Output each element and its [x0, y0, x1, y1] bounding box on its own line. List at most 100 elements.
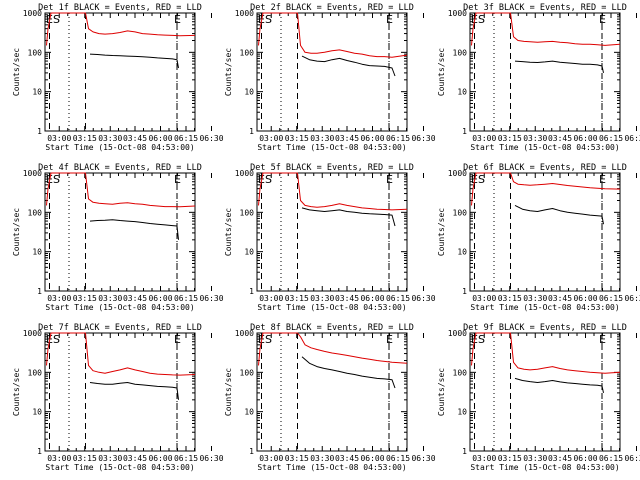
x-tick-label: 06:00 [360, 454, 384, 463]
x-tick-label: 03:30 [310, 454, 334, 463]
x-axis-label: Start Time (15-Oct-08 04:53:00) [45, 463, 194, 472]
y-axis-label: Counts/sec [224, 48, 233, 96]
y-axis-label: Counts/sec [12, 48, 21, 96]
x-tick-label: 03:30 [98, 454, 122, 463]
marker-e-label: E [599, 333, 606, 346]
y-tick-label: 10 [32, 408, 42, 417]
x-tick-label: 06:30 [411, 134, 435, 143]
x-tick-label: 03:45 [123, 294, 147, 303]
y-tick-label: 1000 [235, 169, 254, 178]
chart-panel-3: Det 3f BLACK = Events, RED = LLD 1 10 100 10… [437, 3, 640, 152]
y-tick-label: 1 [462, 287, 467, 296]
y-axis-label: Counts/sec [12, 208, 21, 256]
x-axis-label: Start Time (15-Oct-08 04:53:00) [470, 463, 619, 472]
x-tick-label: 03:45 [123, 454, 147, 463]
x-tick-label: 06:15 [174, 454, 198, 463]
y-axis-label: Counts/sec [437, 48, 446, 96]
y-tick-label: 10 [457, 248, 467, 257]
y-tick-label: 100 [240, 48, 255, 57]
events-series-line [89, 53, 179, 69]
y-tick-label: 1 [249, 447, 254, 456]
events-series-line [89, 219, 179, 240]
x-tick-label: 03:15 [498, 134, 522, 143]
x-tick-label: 06:00 [148, 294, 172, 303]
chart-title: Det 3f BLACK = Events, RED = LLD [463, 3, 627, 13]
x-tick-label: 06:00 [148, 134, 172, 143]
chart-title: Det 2f BLACK = Events, RED = LLD [250, 3, 414, 13]
y-tick-label: 1 [37, 447, 42, 456]
x-tick-label: 06:30 [199, 294, 223, 303]
marker-es-label: ES [258, 333, 272, 346]
lld-series-line [471, 12, 621, 46]
marker-e-label: E [174, 173, 181, 186]
y-tick-label: 100 [240, 208, 255, 217]
x-tick-label: 03:30 [310, 294, 334, 303]
chart-panel-5: Det 5f BLACK = Events, RED = LLD 1 10 100 10… [224, 163, 436, 312]
events-series-line [514, 60, 604, 74]
y-axis-label: Counts/sec [437, 208, 446, 256]
y-tick-label: 1000 [235, 329, 254, 338]
lld-series-line [471, 332, 621, 374]
y-tick-label: 1000 [23, 329, 42, 338]
x-tick-label: 06:00 [360, 134, 384, 143]
lld-series-line [46, 12, 196, 46]
x-tick-label: 03:30 [98, 294, 122, 303]
y-tick-label: 1000 [235, 9, 254, 18]
x-tick-label: 06:15 [599, 134, 623, 143]
x-tick-label: 03:00 [259, 294, 283, 303]
chart-panel-2: Det 2f BLACK = Events, RED = LLD 1 10 100 10… [224, 3, 436, 152]
chart-title: Det 7f BLACK = Events, RED = LLD [38, 323, 202, 333]
x-tick-label: 06:30 [199, 454, 223, 463]
marker-e-label: E [599, 173, 606, 186]
marker-e-label: E [174, 333, 181, 346]
x-tick-label: 03:00 [472, 294, 496, 303]
y-tick-label: 100 [28, 208, 43, 217]
y-tick-label: 1 [37, 127, 42, 136]
x-tick-label: 03:15 [73, 294, 97, 303]
events-series-line [301, 207, 396, 227]
x-tick-label: 06:15 [386, 134, 410, 143]
x-tick-label: 06:30 [199, 134, 223, 143]
x-tick-label: 03:15 [285, 294, 309, 303]
y-tick-label: 100 [453, 48, 468, 57]
x-tick-label: 03:30 [523, 294, 547, 303]
y-tick-label: 100 [240, 368, 255, 377]
y-axis-label: Counts/sec [12, 368, 21, 416]
y-tick-label: 1000 [23, 9, 42, 18]
y-tick-label: 1000 [23, 169, 42, 178]
marker-e-label: E [599, 13, 606, 26]
x-tick-label: 06:15 [174, 294, 198, 303]
y-tick-label: 100 [28, 368, 43, 377]
x-tick-label: 03:15 [498, 294, 522, 303]
x-axis-label: Start Time (15-Oct-08 04:53:00) [45, 303, 194, 312]
y-tick-label: 100 [453, 208, 468, 217]
y-tick-label: 10 [457, 408, 467, 417]
x-tick-label: 03:45 [335, 454, 359, 463]
lld-series-line [46, 172, 196, 208]
x-tick-label: 03:30 [98, 134, 122, 143]
plot-frame [44, 12, 196, 132]
x-tick-label: 03:00 [472, 454, 496, 463]
chart-title: Det 9f BLACK = Events, RED = LLD [463, 323, 627, 333]
lld-series-line [258, 332, 408, 366]
plot-frame [44, 172, 196, 292]
x-tick-label: 03:45 [335, 294, 359, 303]
chart-panel-4: Det 4f BLACK = Events, RED = LLD 1 10 100 10… [12, 163, 224, 312]
x-tick-label: 03:15 [73, 454, 97, 463]
marker-e-label: E [386, 173, 393, 186]
events-series-line [301, 356, 396, 389]
y-tick-label: 100 [453, 368, 468, 377]
marker-e-label: E [174, 13, 181, 26]
x-axis-label: Start Time (15-Oct-08 04:53:00) [257, 303, 406, 312]
events-series-line [514, 377, 604, 394]
plot-frame [44, 332, 196, 452]
y-axis-label: Counts/sec [224, 208, 233, 256]
y-tick-label: 1000 [448, 169, 467, 178]
events-series-line [514, 204, 604, 225]
x-tick-label: 06:15 [599, 454, 623, 463]
x-tick-label: 03:45 [335, 134, 359, 143]
x-tick-label: 03:30 [310, 134, 334, 143]
x-tick-label: 03:45 [123, 134, 147, 143]
x-tick-label: 06:00 [573, 134, 597, 143]
marker-es-label: ES [46, 13, 60, 26]
